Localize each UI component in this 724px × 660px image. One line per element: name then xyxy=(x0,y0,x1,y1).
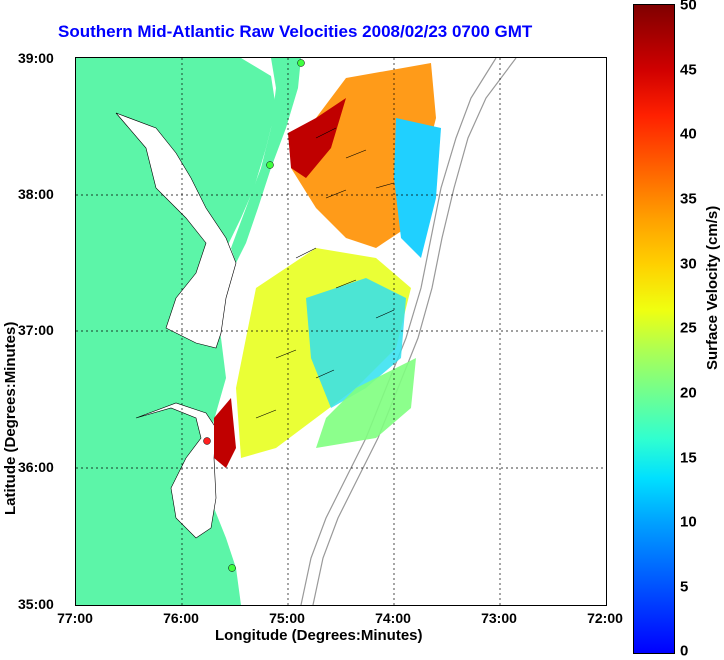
station-marker xyxy=(297,59,305,67)
map-svg xyxy=(76,58,606,605)
y-tick-label: 36:00 xyxy=(18,459,54,475)
y-axis-label: Latitude (Degrees:Minutes) xyxy=(2,321,19,515)
velocity-field-green xyxy=(316,358,416,448)
colorbar-tick: 5 xyxy=(680,578,689,596)
colorbar-tick: 20 xyxy=(680,384,697,402)
bathymetry-contour xyxy=(312,58,517,605)
y-tick-label: 35:00 xyxy=(18,596,54,612)
station-marker xyxy=(203,437,211,445)
colorbar xyxy=(633,4,675,654)
velocity-field-red-2 xyxy=(214,398,236,468)
chesapeake-bay xyxy=(115,112,237,349)
colorbar-tick: 40 xyxy=(680,125,697,143)
x-tick-label: 75:00 xyxy=(269,610,305,626)
x-tick-label: 73:00 xyxy=(481,610,517,626)
sound-south xyxy=(135,402,217,539)
map-title: Southern Mid-Atlantic Raw Velocities 200… xyxy=(58,22,533,41)
colorbar-tick: 0 xyxy=(680,642,689,660)
land-delmarva xyxy=(231,58,301,263)
x-tick-label: 72:00 xyxy=(587,610,623,626)
colorbar-tick: 25 xyxy=(680,319,697,337)
velocity-field-red xyxy=(288,98,346,178)
colorbar-label: Surface Velocity (cm/s) xyxy=(704,205,721,370)
colorbar-tick: 35 xyxy=(680,190,697,208)
y-tick-label: 37:00 xyxy=(18,322,54,338)
colorbar-tick: 45 xyxy=(680,61,697,79)
colorbar-tick: 30 xyxy=(680,255,697,273)
map-area xyxy=(75,57,607,606)
station-marker xyxy=(266,161,274,169)
x-tick-label: 77:00 xyxy=(57,610,93,626)
x-tick-label: 74:00 xyxy=(375,610,411,626)
velocity-field-cyan xyxy=(394,118,441,258)
station-marker xyxy=(228,564,236,572)
grid-lines xyxy=(76,58,606,605)
colorbar-tick: 15 xyxy=(680,449,697,467)
y-tick-label: 39:00 xyxy=(18,50,54,66)
x-tick-label: 76:00 xyxy=(163,610,199,626)
colorbar-tick: 10 xyxy=(680,513,697,531)
y-tick-label: 38:00 xyxy=(18,186,54,202)
velocity-arrows xyxy=(255,127,395,419)
x-axis-label: Longitude (Degrees:Minutes) xyxy=(215,627,423,644)
bathymetry-contour xyxy=(300,58,497,605)
colorbar-tick: 50 xyxy=(680,0,697,14)
velocity-field-cyan-2 xyxy=(306,278,406,408)
